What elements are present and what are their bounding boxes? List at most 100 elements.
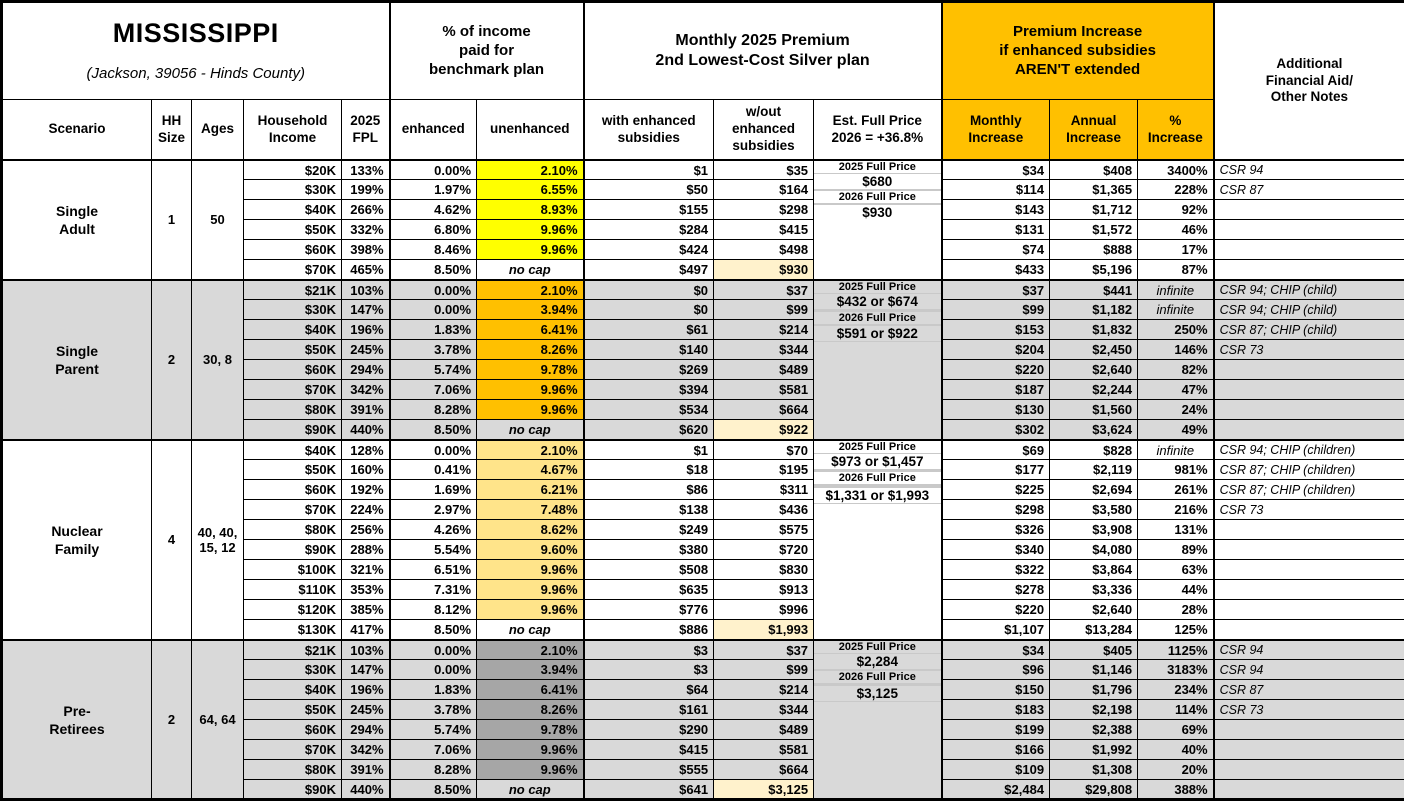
cell-monthly-increase: $220	[942, 600, 1050, 620]
cell-monthly-increase: $199	[942, 720, 1050, 740]
cell-enhanced-pct: 3.78%	[390, 340, 477, 360]
cell-fpl: 103%	[342, 280, 390, 300]
cell-monthly-increase: $204	[942, 340, 1050, 360]
cell-notes: CSR 73	[1214, 340, 1404, 360]
cell-pct-increase: 69%	[1138, 720, 1214, 740]
est-full-price-slot: $973 or $1,457	[814, 454, 941, 470]
cell-fpl: 342%	[342, 380, 390, 400]
cell-monthly-increase: $96	[942, 660, 1050, 680]
cell-fpl: 245%	[342, 340, 390, 360]
cell-premium-with-subsidies: $249	[584, 520, 714, 540]
cell-household-income: $130K	[244, 620, 342, 640]
cell-unenhanced-pct: 2.10%	[477, 160, 584, 180]
cell-fpl: 342%	[342, 740, 390, 760]
cell-premium-with-subsidies: $86	[584, 480, 714, 500]
cell-notes	[1214, 620, 1404, 640]
table-title-block: MISSISSIPPI (Jackson, 39056 - Hinds Coun…	[2, 2, 390, 100]
cell-household-income: $80K	[244, 520, 342, 540]
cell-pct-increase: infinite	[1138, 280, 1214, 300]
est-full-price-slot: 2025 Full Price	[814, 441, 941, 454]
cell-premium-with-subsidies: $155	[584, 200, 714, 220]
col-header-unenhanced: unenhanced	[477, 100, 584, 160]
cell-notes	[1214, 420, 1404, 440]
cell-premium-wout-subsidies: $99	[714, 300, 814, 320]
cell-premium-with-subsidies: $18	[584, 460, 714, 480]
cell-premium-with-subsidies: $140	[584, 340, 714, 360]
cell-premium-wout-subsidies: $214	[714, 320, 814, 340]
est-full-price-slot: 2026 Full Price	[814, 312, 941, 325]
est-full-price-slot: $680	[814, 174, 941, 190]
cell-annual-increase: $2,244	[1050, 380, 1138, 400]
cell-premium-with-subsidies: $61	[584, 320, 714, 340]
cell-fpl: 196%	[342, 320, 390, 340]
ages-cell: 64, 64	[192, 640, 244, 800]
cell-premium-wout-subsidies: $298	[714, 200, 814, 220]
cell-enhanced-pct: 0.00%	[390, 280, 477, 300]
group-header-notes: Additional Financial Aid/ Other Notes	[1214, 2, 1404, 160]
cell-fpl: 353%	[342, 580, 390, 600]
est-full-price-slot: 2025 Full Price	[814, 281, 941, 294]
cell-unenhanced-pct: 4.67%	[477, 460, 584, 480]
ages-cell: 50	[192, 160, 244, 280]
cell-fpl: 103%	[342, 640, 390, 660]
cell-unenhanced-pct: 6.41%	[477, 320, 584, 340]
cell-monthly-increase: $1,107	[942, 620, 1050, 640]
cell-household-income: $80K	[244, 760, 342, 780]
cell-pct-increase: 131%	[1138, 520, 1214, 540]
cell-premium-wout-subsidies: $37	[714, 640, 814, 660]
cell-enhanced-pct: 5.74%	[390, 720, 477, 740]
cell-annual-increase: $3,624	[1050, 420, 1138, 440]
cell-annual-increase: $1,308	[1050, 760, 1138, 780]
scenario-cell: Single Adult	[2, 160, 152, 280]
cell-notes: CSR 87; CHIP (children)	[1214, 460, 1404, 480]
col-header-fpl: 2025 FPL	[342, 100, 390, 160]
group-header-premium-increase: Premium Increase if enhanced subsidies A…	[942, 2, 1214, 100]
cell-household-income: $70K	[244, 260, 342, 280]
cell-monthly-increase: $150	[942, 680, 1050, 700]
cell-annual-increase: $2,640	[1050, 360, 1138, 380]
cell-annual-increase: $13,284	[1050, 620, 1138, 640]
cell-premium-wout-subsidies: $913	[714, 580, 814, 600]
cell-annual-increase: $1,365	[1050, 180, 1138, 200]
cell-unenhanced-pct: 6.55%	[477, 180, 584, 200]
cell-monthly-increase: $99	[942, 300, 1050, 320]
cell-annual-increase: $29,808	[1050, 780, 1138, 800]
cell-pct-increase: 388%	[1138, 780, 1214, 800]
cell-premium-wout-subsidies: $415	[714, 220, 814, 240]
cell-premium-wout-subsidies: $664	[714, 400, 814, 420]
cell-premium-with-subsidies: $508	[584, 560, 714, 580]
col-header-income: Household Income	[244, 100, 342, 160]
est-full-price-slot: $591 or $922	[814, 326, 941, 342]
cell-notes: CSR 87; CHIP (child)	[1214, 320, 1404, 340]
cell-premium-wout-subsidies: $1,993	[714, 620, 814, 640]
cell-enhanced-pct: 1.69%	[390, 480, 477, 500]
cell-annual-increase: $1,146	[1050, 660, 1138, 680]
col-header-wout-subsidies: w/out enhanced subsidies	[714, 100, 814, 160]
cell-premium-with-subsidies: $534	[584, 400, 714, 420]
cell-fpl: 385%	[342, 600, 390, 620]
cell-monthly-increase: $34	[942, 160, 1050, 180]
cell-annual-increase: $1,832	[1050, 320, 1138, 340]
cell-household-income: $120K	[244, 600, 342, 620]
est-full-price-slot: 2025 Full Price	[814, 161, 941, 174]
cell-unenhanced-pct: 2.10%	[477, 280, 584, 300]
cell-monthly-increase: $34	[942, 640, 1050, 660]
cell-annual-increase: $3,336	[1050, 580, 1138, 600]
cell-unenhanced-pct: 9.96%	[477, 220, 584, 240]
col-header-est-full-price: Est. Full Price 2026 = +36.8%	[814, 100, 942, 160]
cell-monthly-increase: $298	[942, 500, 1050, 520]
cell-unenhanced-pct: no cap	[477, 780, 584, 800]
cell-notes: CSR 87; CHIP (children)	[1214, 480, 1404, 500]
cell-notes: CSR 73	[1214, 700, 1404, 720]
cell-unenhanced-pct: 9.96%	[477, 400, 584, 420]
cell-household-income: $90K	[244, 420, 342, 440]
cell-pct-increase: 89%	[1138, 540, 1214, 560]
cell-household-income: $20K	[244, 160, 342, 180]
est-full-price-slot: 2025 Full Price	[814, 641, 941, 654]
